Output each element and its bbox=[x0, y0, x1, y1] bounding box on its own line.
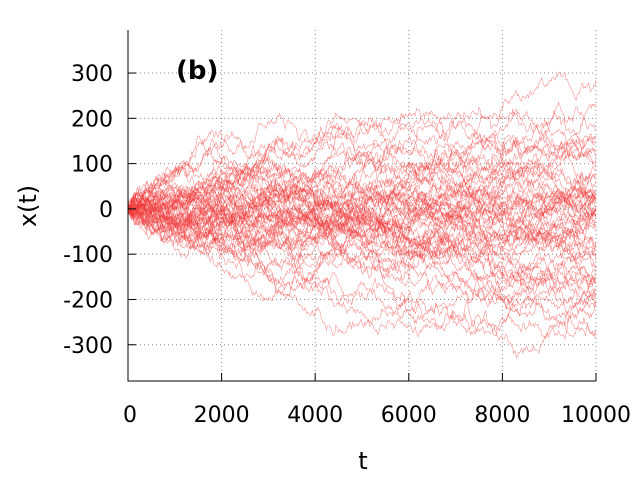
trajectory-line bbox=[128, 103, 596, 210]
trajectory-line bbox=[128, 191, 596, 247]
trajectory-line bbox=[128, 190, 596, 296]
trajectory-line bbox=[128, 71, 596, 209]
trajectory-line bbox=[128, 160, 596, 230]
y-tick-label: -300 bbox=[63, 334, 113, 359]
trajectory-line bbox=[128, 193, 596, 339]
trajectory-line bbox=[128, 108, 596, 217]
y-axis-ticks: -300 -200 -100 0 100 200 300 bbox=[63, 62, 136, 359]
x-tick-label: 6000 bbox=[381, 403, 437, 428]
trajectory-line bbox=[128, 162, 596, 213]
trajectory-line bbox=[128, 183, 596, 248]
trajectory-line bbox=[128, 206, 596, 271]
y-tick-label: 0 bbox=[99, 198, 113, 223]
trajectory-line bbox=[128, 207, 596, 299]
trajectory-line bbox=[128, 207, 596, 359]
x-axis-ticks: 0 2000 4000 6000 8000 10000 bbox=[123, 373, 631, 428]
trajectory-line bbox=[128, 173, 596, 228]
trajectory-line bbox=[128, 150, 596, 234]
x-tick-label: 4000 bbox=[287, 403, 343, 428]
y-tick-label: -100 bbox=[63, 243, 113, 268]
panel-label: (b) bbox=[176, 56, 218, 86]
y-tick-label: 200 bbox=[71, 107, 113, 132]
y-tick-label: 100 bbox=[71, 153, 113, 178]
trajectory-line bbox=[128, 208, 596, 285]
x-tick-label: 10000 bbox=[561, 403, 631, 428]
x-tick-label: 2000 bbox=[194, 403, 250, 428]
trajectory-line bbox=[128, 164, 596, 238]
x-axis-label: t bbox=[358, 447, 367, 475]
trajectory-line bbox=[128, 142, 596, 234]
x-tick-label: 0 bbox=[123, 403, 137, 428]
trajectory-line bbox=[128, 178, 596, 249]
trajectory-line bbox=[128, 135, 596, 209]
trajectory-line bbox=[128, 152, 596, 216]
trajectory-line bbox=[128, 191, 596, 273]
y-tick-label: 300 bbox=[71, 62, 113, 87]
trajectory-line bbox=[128, 206, 596, 319]
x-tick-label: 8000 bbox=[474, 403, 530, 428]
trajectory-line bbox=[128, 176, 596, 304]
y-axis-label: x(t) bbox=[14, 185, 42, 227]
trajectory-line bbox=[128, 208, 596, 339]
y-tick-label: -200 bbox=[63, 288, 113, 313]
trajectory-line bbox=[128, 178, 596, 254]
trajectories bbox=[128, 71, 596, 359]
trajectory-line bbox=[128, 192, 596, 298]
trajectory-line bbox=[128, 191, 596, 240]
